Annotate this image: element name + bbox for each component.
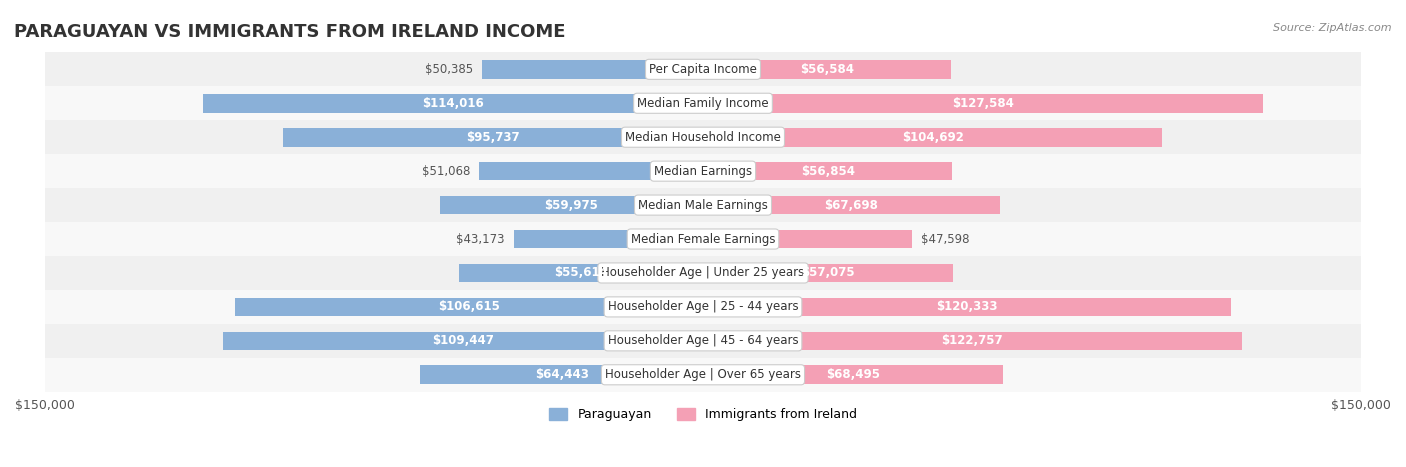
- Text: $50,385: $50,385: [425, 63, 474, 76]
- Text: $47,598: $47,598: [921, 233, 969, 246]
- Text: Median Male Earnings: Median Male Earnings: [638, 198, 768, 212]
- Text: Householder Age | 25 - 44 years: Householder Age | 25 - 44 years: [607, 300, 799, 313]
- Text: PARAGUAYAN VS IMMIGRANTS FROM IRELAND INCOME: PARAGUAYAN VS IMMIGRANTS FROM IRELAND IN…: [14, 23, 565, 42]
- Text: Per Capita Income: Per Capita Income: [650, 63, 756, 76]
- Text: $56,584: $56,584: [800, 63, 853, 76]
- Text: Householder Age | Over 65 years: Householder Age | Over 65 years: [605, 368, 801, 381]
- Bar: [440, 196, 703, 214]
- Text: $109,447: $109,447: [432, 334, 494, 347]
- Bar: [703, 162, 952, 180]
- Text: $95,737: $95,737: [467, 131, 520, 144]
- Bar: [703, 264, 953, 282]
- Bar: [45, 188, 1361, 222]
- Legend: Paraguayan, Immigrants from Ireland: Paraguayan, Immigrants from Ireland: [544, 403, 862, 426]
- Text: Householder Age | Under 25 years: Householder Age | Under 25 years: [602, 267, 804, 279]
- Bar: [45, 52, 1361, 86]
- Bar: [703, 94, 1263, 113]
- Text: $120,333: $120,333: [936, 300, 998, 313]
- Bar: [45, 290, 1361, 324]
- Text: $122,757: $122,757: [942, 334, 1002, 347]
- Bar: [283, 128, 703, 147]
- Text: Median Family Income: Median Family Income: [637, 97, 769, 110]
- Text: $104,692: $104,692: [901, 131, 963, 144]
- Text: Median Female Earnings: Median Female Earnings: [631, 233, 775, 246]
- Bar: [45, 120, 1361, 154]
- Text: $57,075: $57,075: [801, 267, 855, 279]
- Text: $114,016: $114,016: [422, 97, 484, 110]
- Bar: [703, 297, 1230, 316]
- Text: $56,854: $56,854: [800, 165, 855, 177]
- Bar: [222, 332, 703, 350]
- Bar: [202, 94, 703, 113]
- Bar: [45, 358, 1361, 392]
- Text: $51,068: $51,068: [422, 165, 470, 177]
- Text: $106,615: $106,615: [439, 300, 501, 313]
- Bar: [45, 222, 1361, 256]
- Bar: [703, 332, 1241, 350]
- Text: $68,495: $68,495: [827, 368, 880, 381]
- Text: $55,614: $55,614: [554, 267, 607, 279]
- Bar: [703, 196, 1000, 214]
- Text: Source: ZipAtlas.com: Source: ZipAtlas.com: [1274, 23, 1392, 33]
- Bar: [703, 366, 1004, 384]
- Bar: [482, 60, 703, 78]
- Text: $67,698: $67,698: [824, 198, 879, 212]
- Bar: [420, 366, 703, 384]
- Bar: [45, 154, 1361, 188]
- Bar: [513, 230, 703, 248]
- Bar: [458, 264, 703, 282]
- Text: Householder Age | 45 - 64 years: Householder Age | 45 - 64 years: [607, 334, 799, 347]
- Bar: [45, 86, 1361, 120]
- Text: Median Earnings: Median Earnings: [654, 165, 752, 177]
- Text: $127,584: $127,584: [952, 97, 1014, 110]
- Bar: [45, 256, 1361, 290]
- Bar: [703, 230, 912, 248]
- Bar: [703, 60, 952, 78]
- Text: $64,443: $64,443: [534, 368, 589, 381]
- Text: Median Household Income: Median Household Income: [626, 131, 780, 144]
- Bar: [479, 162, 703, 180]
- Text: $43,173: $43,173: [457, 233, 505, 246]
- Bar: [235, 297, 703, 316]
- Bar: [45, 324, 1361, 358]
- Bar: [703, 128, 1163, 147]
- Text: $59,975: $59,975: [544, 198, 599, 212]
